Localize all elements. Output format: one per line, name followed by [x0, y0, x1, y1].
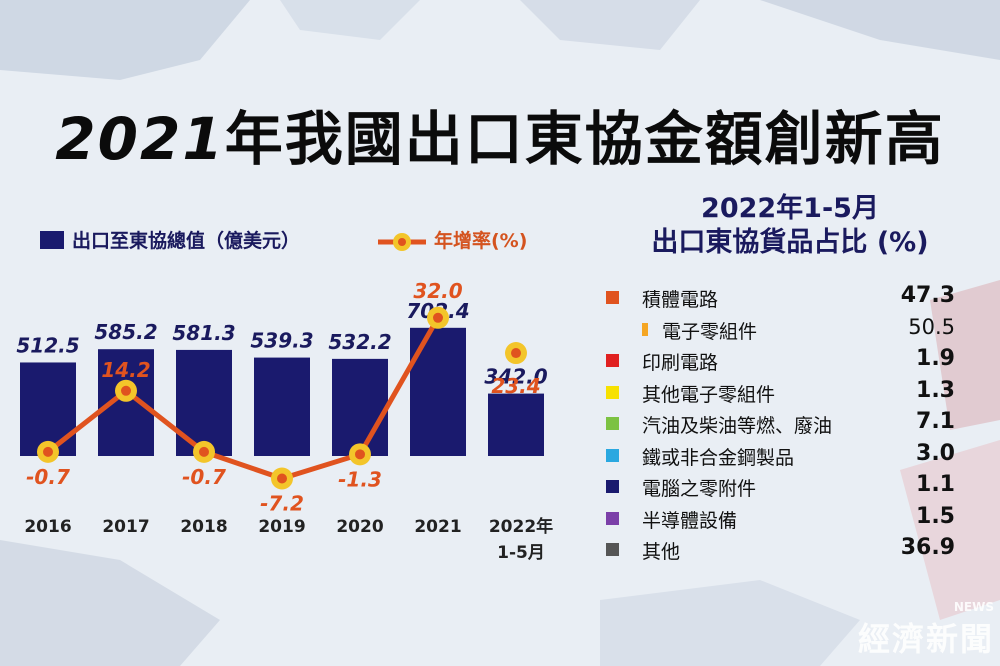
bar-value-label-1: 585.2: [94, 320, 157, 344]
share-row: 電子零組件 50.5: [600, 314, 955, 346]
rate-marker-center-0: [43, 446, 53, 457]
share-item-name: 其他: [642, 541, 681, 563]
bar-2: [176, 349, 232, 456]
rate-label-0: -0.7: [26, 465, 70, 489]
bar-value-label-6: 342.0: [484, 365, 547, 389]
title-rest: 年我國出口東協金額創新高: [224, 105, 945, 173]
x-tick-4: 2020: [336, 517, 383, 537]
rate-marker-center-5: [433, 312, 443, 323]
share-item-name: 印刷電路: [642, 352, 719, 374]
x-tick-2: 2018: [180, 517, 227, 537]
x-tick-0: 2016: [24, 517, 71, 537]
share-color-swatch: [606, 385, 619, 399]
x-tick-3: 2019: [258, 517, 305, 537]
share-row: 鐵或非合金鋼製品 3.0: [600, 440, 955, 472]
share-row: 積體電路 47.3: [600, 282, 955, 314]
share-list: 積體電路 47.3 電子零組件 50.5 印刷電路 1.9 其他電子零組件 1.3 汽油及柴油等…: [600, 282, 955, 566]
share-item-value: 1.1: [916, 472, 955, 497]
bar-5: [410, 327, 466, 456]
legend-line-label: 年增率(%): [434, 230, 528, 252]
legend-line: 年增率(%): [378, 226, 527, 253]
logo-small: NEWS: [953, 600, 994, 614]
rate-label-6: 23.4: [491, 374, 540, 398]
share-row: 印刷電路 1.9: [600, 345, 955, 377]
share-row: 其他電子零組件 1.3: [600, 377, 955, 409]
share-item-name: 汽油及柴油等燃、廢油: [642, 415, 833, 437]
share-title-2: 出口東協貨品占比 (%): [651, 227, 929, 258]
share-item-value: 1.9: [916, 346, 955, 371]
share-title-1: 2022年1-5月: [701, 193, 879, 224]
share-item-value: 47.3: [900, 283, 955, 308]
bar-value-label-0: 512.5: [16, 333, 79, 357]
share-color-swatch: [606, 354, 619, 367]
share-color-swatch: [606, 511, 619, 525]
rate-line: [46, 316, 441, 482]
rate-label-4: -1.3: [338, 467, 382, 491]
rate-label-5: 32.0: [413, 279, 462, 303]
share-item-name: 電腦之零附件: [642, 478, 757, 500]
rate-label-1: 14.2: [101, 358, 150, 382]
share-row: 半導體設備 1.5: [600, 503, 955, 535]
share-item-name: 電子零組件: [662, 320, 758, 343]
share-item-value: 50.5: [908, 314, 955, 339]
rate-label-2: -0.7: [182, 465, 226, 489]
share-color-swatch: [606, 448, 619, 462]
share-item-value: 1.5: [916, 503, 955, 529]
rate-label-3: -7.2: [260, 492, 304, 516]
share-item-name: 其他電子零組件: [642, 383, 776, 406]
bar-3: [254, 357, 310, 456]
x-tick-5: 2021: [414, 517, 461, 537]
share-item-name: 積體電路: [642, 289, 719, 311]
share-color-swatch: [606, 543, 619, 556]
rate-marker-center-3: [277, 473, 287, 484]
share-item-name: 半導體設備: [642, 509, 738, 532]
share-item-value: 36.9: [900, 535, 955, 560]
share-color-swatch: [606, 480, 619, 493]
rate-marker-center-6: [511, 348, 521, 359]
page-title: 2021年我國出口東協金額創新高: [0, 92, 1000, 176]
share-row: 汽油及柴油等燃、廢油 7.1: [600, 408, 955, 440]
share-row: 其他 36.9: [600, 534, 955, 566]
export-chart: 512.5585.2581.3539.3532.2702.4342.0-0.71…: [16, 279, 553, 563]
bar-value-label-4: 532.2: [328, 330, 391, 354]
share-color-swatch: [606, 417, 619, 430]
share-color-swatch: [606, 291, 619, 304]
share-item-value: 1.3: [916, 377, 955, 403]
rate-marker-center-2: [199, 446, 209, 457]
share-row: 電腦之零附件 1.1: [600, 471, 955, 503]
bar-4: [332, 358, 388, 456]
legend-bar-swatch: [40, 231, 64, 249]
logo-big: 經濟新聞: [857, 620, 994, 658]
share-item-value: 3.0: [916, 440, 955, 466]
share-item-value: 7.1: [916, 409, 955, 434]
share-color-swatch: [642, 322, 648, 336]
bar-value-label-3: 539.3: [250, 329, 313, 353]
title-year: 2021: [55, 105, 225, 173]
legend-line-marker: [378, 232, 426, 251]
share-item-name: 鐵或非合金鋼製品: [642, 446, 795, 469]
legend-bar-label: 出口至東協總值（億美元）: [72, 230, 301, 252]
bar-6: [488, 393, 544, 456]
rate-marker-center-1: [121, 385, 131, 396]
legend-bar: 出口至東協總值（億美元）: [40, 226, 300, 253]
bar-value-label-2: 581.3: [172, 321, 235, 345]
rate-marker-center-4: [355, 449, 365, 460]
x-tick-6: 2022年 1-5月: [489, 516, 553, 563]
news-logo: NEWS 經濟新聞: [858, 600, 994, 660]
x-tick-1: 2017: [102, 517, 149, 537]
